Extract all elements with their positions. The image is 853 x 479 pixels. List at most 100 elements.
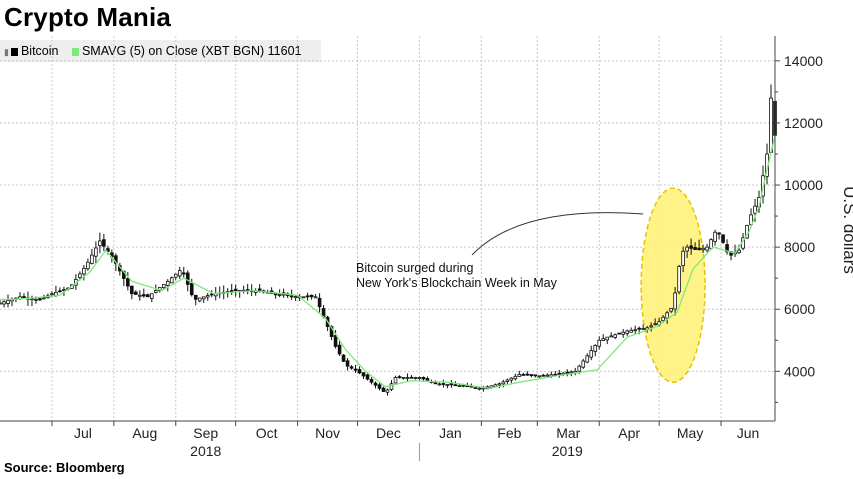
x-tick-label: Nov — [315, 425, 340, 441]
candle-body — [389, 383, 394, 390]
candle-body — [365, 374, 370, 380]
candle-body — [737, 249, 741, 254]
x-tick-label: Mar — [556, 425, 580, 441]
candle-body — [629, 329, 633, 333]
candle-body — [401, 377, 406, 379]
candle-body — [189, 283, 194, 296]
candle-body — [62, 289, 66, 291]
x-tick-label: Jan — [439, 425, 462, 441]
candle-body — [305, 295, 310, 298]
candle-body — [721, 234, 725, 243]
annotation-line-1: Bitcoin surged during — [356, 261, 473, 275]
candle-body — [565, 371, 570, 374]
candle-body — [477, 387, 482, 390]
candle-body — [313, 296, 318, 299]
candle-body — [661, 316, 665, 322]
candle-body — [749, 214, 753, 226]
candle-body — [529, 374, 534, 376]
candle-body — [161, 283, 166, 288]
candle-body — [2, 301, 6, 305]
candle-body — [289, 295, 294, 298]
smavg-polyline — [0, 135, 776, 390]
candle-body — [533, 374, 538, 377]
candle-body — [102, 239, 106, 247]
candle-body — [82, 268, 86, 275]
candle-body — [689, 245, 693, 249]
highlight-ellipse — [640, 187, 706, 383]
candle-body — [453, 384, 458, 387]
bitcoin-candles — [0, 84, 777, 396]
candle-body — [90, 254, 94, 264]
candle-body — [601, 338, 606, 341]
candle-body — [613, 334, 618, 338]
candle-body — [541, 374, 546, 377]
candle-body — [361, 372, 366, 377]
candle-body — [753, 205, 757, 214]
year-label: 2019 — [552, 443, 583, 459]
candle-body — [130, 285, 134, 295]
candle-body — [669, 307, 673, 312]
candle-body — [377, 384, 382, 389]
candle-body — [142, 294, 146, 297]
chart-title: Crypto Mania — [4, 2, 172, 32]
candle-body — [34, 298, 38, 301]
candle-body — [433, 382, 438, 385]
candle-body — [301, 296, 306, 299]
x-tick-label: Jun — [737, 425, 760, 441]
candle-body — [557, 372, 562, 375]
candle-body — [501, 381, 506, 385]
candle-body — [205, 295, 210, 298]
candle-body — [337, 344, 342, 355]
candle-body — [589, 350, 594, 358]
candle-body — [537, 375, 542, 378]
candle-body — [233, 288, 238, 291]
x-tick-label: Apr — [618, 425, 640, 441]
candle-body — [685, 246, 689, 252]
candle-body — [38, 298, 42, 301]
candle-body — [409, 376, 414, 379]
legend-swatch-smavg — [71, 47, 79, 56]
candle-body — [333, 334, 338, 347]
candle-body — [585, 355, 590, 363]
candle-body — [341, 354, 346, 362]
candle-body — [209, 293, 214, 296]
candle-body — [169, 277, 174, 284]
candle-body — [425, 378, 430, 381]
candle-body — [577, 365, 582, 372]
candle-body — [569, 371, 574, 374]
candle-body — [521, 374, 526, 376]
candle-body — [0, 302, 2, 305]
source-note: Source: Bloomberg — [4, 460, 125, 475]
candle-body — [181, 272, 186, 275]
candle-body — [605, 336, 610, 341]
candle-body — [525, 373, 530, 376]
candle-body — [649, 325, 653, 328]
candle-body — [345, 360, 350, 367]
candle-body — [197, 297, 202, 302]
candle-body — [417, 377, 422, 379]
x-tick-label: Feb — [497, 425, 521, 441]
candle-body — [421, 376, 426, 380]
candle-body — [769, 97, 773, 153]
candle-body — [173, 273, 178, 278]
candle-body — [617, 332, 622, 335]
candle-body — [153, 290, 158, 293]
may-highlight — [640, 187, 706, 383]
candle-body — [457, 385, 462, 387]
candle-body — [633, 329, 637, 332]
candle-body — [497, 383, 502, 386]
x-tick-label: Dec — [376, 425, 401, 441]
candle-body — [581, 360, 586, 368]
candle-body — [621, 331, 625, 335]
candle-body — [146, 294, 150, 298]
legend-swatch-bitcoin — [10, 47, 18, 56]
x-tick-label: Aug — [132, 425, 157, 441]
candle-body — [625, 330, 629, 334]
candle-body — [449, 383, 454, 386]
candle-body — [273, 293, 278, 296]
candle-body — [58, 290, 62, 293]
candle-body — [54, 291, 58, 296]
candle-body — [701, 247, 705, 251]
candle-body — [509, 377, 514, 381]
candle-body — [693, 247, 697, 251]
